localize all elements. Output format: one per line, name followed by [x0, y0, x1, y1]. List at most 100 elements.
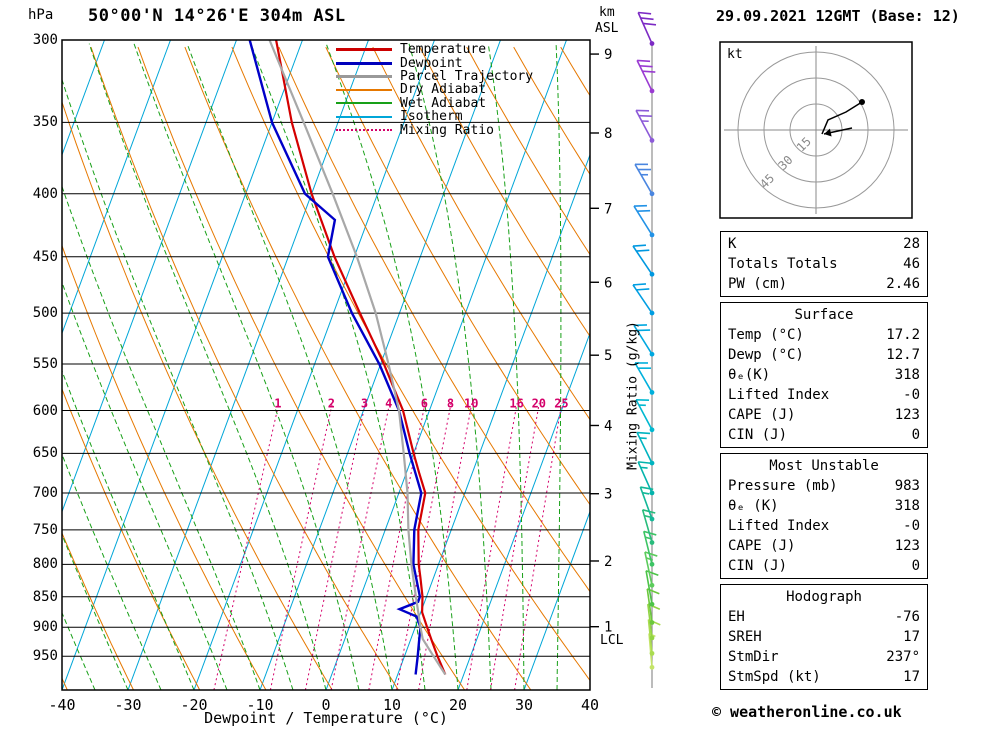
svg-text:3: 3: [361, 397, 368, 411]
sounding-profiles: [248, 40, 447, 676]
skewt-background-layers: [62, 40, 590, 690]
stats-row: SREH 17: [728, 627, 920, 647]
stats-label: CAPE (J): [728, 538, 796, 554]
pressure-tick-label: 850: [32, 588, 58, 605]
legend-item: Wet Adiabat: [336, 97, 533, 110]
svg-text:9: 9: [604, 47, 612, 63]
stats-value: -0: [903, 518, 920, 534]
stats-label: StmSpd (kt): [728, 669, 821, 685]
stats-value: 17: [903, 669, 920, 685]
wind-barb: [637, 461, 655, 496]
legend-item: Mixing Ratio: [336, 123, 533, 137]
legend-item: Temperature: [336, 43, 533, 56]
stats-label: Totals Totals: [728, 256, 838, 272]
stats-label: θₑ(K): [728, 367, 771, 383]
stats-row: CAPE (J) 123: [728, 536, 920, 556]
wind-barb: [641, 509, 656, 545]
stats-label: K: [728, 236, 737, 252]
pressure-tick-label: 550: [32, 356, 58, 373]
mixing-ratio-axis-label: Mixing Ratio (g/kg): [625, 321, 641, 470]
stats-value: 123: [894, 538, 920, 554]
altitude-unit-km: km: [599, 5, 615, 20]
temperature-tick-label: 10: [382, 696, 402, 714]
stats-row: Lifted Index -0: [728, 516, 920, 536]
run-date-label: 29.09.2021 12GMT (Base: 12): [716, 7, 960, 25]
temperature-tick-label: 20: [448, 696, 468, 714]
legend-swatch: [336, 48, 392, 52]
stats-value: -0: [903, 387, 920, 403]
legend-item: Isotherm: [336, 110, 533, 123]
legend-item: Parcel Trajectory: [336, 70, 533, 83]
stats-value: 12.7: [886, 347, 920, 363]
stats-label: θₑ (K): [728, 498, 779, 514]
legend-swatch: [336, 115, 392, 118]
pressure-tick-label: 700: [32, 484, 58, 501]
temperature-tick-label: -10: [246, 696, 274, 714]
stats-row: Lifted Index -0: [728, 385, 920, 405]
stats-row: Temp (°C) 17.2: [728, 325, 920, 345]
stats-section: Surface Temp (°C) 17.2 Dewp (°C) 12.7 θₑ(K) 31…: [720, 302, 928, 448]
svg-text:8: 8: [447, 397, 454, 411]
wind-barb: [635, 398, 655, 433]
wind-barb: [636, 59, 656, 94]
svg-text:10: 10: [464, 397, 478, 411]
legend-label: Parcel Trajectory: [400, 68, 534, 84]
stats-value: 46: [903, 256, 920, 272]
stats-label: CIN (J): [728, 558, 788, 574]
stats-value: 17.2: [886, 327, 920, 343]
stats-section: Hodograph EH -76 SREH 17 StmDir 237° StmSpd (kt…: [720, 584, 928, 690]
stats-value: 28: [903, 236, 920, 252]
wind-barb: [633, 204, 655, 238]
stats-label: EH: [728, 609, 745, 625]
temperature-tick-label: -30: [114, 696, 142, 714]
temperature-tick-label: -20: [180, 696, 208, 714]
svg-text:1: 1: [604, 620, 612, 636]
legend-swatch: [336, 74, 392, 78]
stats-row: StmSpd (kt) 17: [728, 667, 920, 687]
legend-label: Dewpoint: [400, 55, 463, 71]
svg-text:6: 6: [604, 275, 612, 291]
wet-adiabat-lines: [62, 43, 562, 690]
legend-label: Temperature: [400, 42, 487, 58]
svg-text:1: 1: [274, 397, 281, 411]
stats-value: 318: [894, 367, 920, 383]
pressure-tick-label: 300: [32, 32, 58, 48]
plot-frame: [61, 39, 591, 691]
stats-label: Lifted Index: [728, 518, 830, 534]
stats-value: 0: [911, 427, 920, 443]
svg-text:5: 5: [604, 348, 612, 364]
stats-row: PW (cm) 2.46: [728, 274, 920, 294]
svg-text:16: 16: [509, 397, 523, 411]
wind-barb: [634, 163, 655, 197]
legend-item: Dry Adiabat: [336, 83, 533, 96]
stats-label: Dewp (°C): [728, 347, 804, 363]
svg-text:4: 4: [385, 397, 392, 411]
hodograph-trace: [821, 101, 863, 135]
pressure-tick-label: 350: [32, 114, 58, 131]
hodograph-unit-label: kt: [727, 47, 743, 62]
pressure-gridlines: [62, 40, 590, 657]
legend-label: Wet Adiabat: [400, 95, 487, 111]
watermark: © weatheronline.co.uk: [712, 703, 902, 721]
stats-section: Most Unstable Pressure (mb) 983 θₑ (K) 318 Li…: [720, 453, 928, 579]
svg-text:20: 20: [532, 397, 546, 411]
stats-section: K 28 Totals Totals 46 PW (cm) 2.46: [720, 231, 928, 297]
stats-value: -76: [894, 609, 920, 625]
stats-label: Temp (°C): [728, 327, 804, 343]
stats-section-title: Surface: [794, 307, 854, 323]
stats-row: EH -76: [728, 607, 920, 627]
stats-row: Pressure (mb) 983: [728, 476, 920, 496]
stats-row: CAPE (J) 123: [728, 405, 920, 425]
wind-barb: [645, 570, 659, 607]
station-title: 50°00'N 14°26'E 304m ASL: [88, 6, 346, 26]
pressure-unit-label: hPa: [28, 7, 54, 23]
lcl-label: LCL: [600, 633, 624, 648]
stats-section-title: Hodograph: [786, 589, 862, 605]
svg-text:2: 2: [328, 397, 335, 411]
legend-swatch: [336, 88, 392, 91]
isotherm-lines: [62, 40, 590, 690]
stats-section-title: Most Unstable: [769, 458, 879, 474]
svg-text:3: 3: [604, 487, 612, 503]
